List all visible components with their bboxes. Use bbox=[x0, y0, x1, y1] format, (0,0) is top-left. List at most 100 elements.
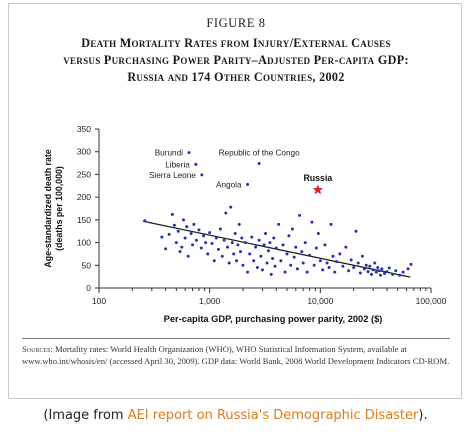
data-point bbox=[268, 241, 271, 244]
data-point bbox=[254, 246, 257, 249]
data-point bbox=[259, 255, 262, 258]
data-point bbox=[271, 257, 274, 260]
data-point bbox=[378, 269, 381, 272]
data-point bbox=[300, 250, 303, 253]
x-tick-label: 100,000 bbox=[416, 296, 447, 306]
labeled-data-point bbox=[246, 183, 249, 186]
labeled-data-point bbox=[200, 173, 203, 176]
data-point bbox=[234, 232, 237, 235]
data-point bbox=[341, 265, 344, 268]
data-point bbox=[274, 265, 277, 268]
figure-panel: Figure 8 Death Mortality Rates from Inju… bbox=[8, 3, 462, 399]
y-axis-title-line: Age-standardized death rate bbox=[43, 149, 53, 267]
data-point bbox=[326, 262, 329, 265]
data-point bbox=[250, 236, 253, 239]
data-point bbox=[410, 263, 413, 266]
data-point bbox=[217, 248, 220, 251]
data-point bbox=[177, 230, 180, 233]
data-point bbox=[180, 246, 183, 249]
data-point bbox=[256, 266, 259, 269]
data-point bbox=[228, 262, 231, 265]
data-point bbox=[286, 252, 289, 255]
data-point bbox=[304, 241, 307, 244]
data-point bbox=[388, 267, 391, 270]
data-point bbox=[293, 256, 296, 259]
data-point bbox=[215, 237, 218, 240]
labeled-data-point bbox=[194, 163, 197, 166]
data-point bbox=[204, 241, 207, 244]
data-point bbox=[171, 213, 174, 216]
data-point bbox=[372, 268, 375, 271]
data-point bbox=[361, 255, 364, 258]
data-point bbox=[275, 247, 278, 250]
data-point bbox=[179, 250, 182, 253]
y-axis-title: Age-standardized death rate(deaths per 1… bbox=[43, 149, 64, 267]
data-point bbox=[354, 230, 357, 233]
data-point bbox=[352, 266, 355, 269]
data-point bbox=[291, 227, 294, 230]
data-point bbox=[263, 243, 266, 246]
data-point bbox=[357, 262, 360, 265]
data-point bbox=[143, 219, 146, 222]
x-tick-label: 100 bbox=[92, 296, 106, 306]
data-point bbox=[321, 268, 324, 271]
point-label: Liberia bbox=[165, 160, 190, 169]
data-point bbox=[315, 247, 318, 250]
y-tick-label: 0 bbox=[86, 283, 91, 293]
data-point bbox=[359, 272, 362, 275]
caption-link[interactable]: AEI report on Russia's Demographic Disas… bbox=[128, 408, 419, 423]
data-point bbox=[191, 243, 194, 246]
data-point bbox=[235, 259, 238, 262]
data-point bbox=[182, 218, 185, 221]
data-point bbox=[175, 241, 178, 244]
data-point bbox=[190, 232, 193, 235]
x-tick-label: 10,000 bbox=[307, 296, 333, 306]
labeled-data-point bbox=[258, 162, 261, 165]
y-tick-label: 50 bbox=[82, 260, 92, 270]
data-point bbox=[231, 241, 234, 244]
data-point bbox=[229, 206, 232, 209]
sources-text: Mortality rates: World Health Organizati… bbox=[22, 344, 449, 366]
data-point bbox=[363, 267, 366, 270]
data-point bbox=[317, 232, 320, 235]
data-point bbox=[313, 264, 316, 267]
data-point bbox=[239, 250, 242, 253]
sources-divider bbox=[22, 338, 450, 339]
data-point bbox=[208, 231, 211, 234]
labeled-data-point bbox=[187, 151, 190, 154]
data-point bbox=[206, 252, 209, 255]
x-tick-label: 1,000 bbox=[199, 296, 221, 306]
data-point bbox=[365, 264, 368, 267]
data-point bbox=[284, 271, 287, 274]
data-point bbox=[323, 243, 326, 246]
data-point bbox=[335, 260, 338, 263]
data-point bbox=[298, 214, 301, 217]
data-point bbox=[195, 239, 198, 242]
x-axis-title: Per-capita GDP, purchasing power parity,… bbox=[164, 314, 383, 324]
data-point bbox=[272, 237, 275, 240]
data-point bbox=[213, 259, 216, 262]
data-point bbox=[192, 223, 195, 226]
data-point bbox=[238, 223, 241, 226]
point-label: Sierra Leone bbox=[149, 171, 196, 180]
sources-note: Sources: Mortality rates: World Health O… bbox=[22, 344, 452, 367]
y-tick-label: 300 bbox=[77, 147, 91, 157]
russia-star-marker bbox=[313, 184, 323, 194]
data-point bbox=[398, 274, 401, 277]
data-point bbox=[330, 223, 333, 226]
point-label: Burundi bbox=[155, 149, 183, 158]
data-point bbox=[347, 269, 350, 272]
y-axis-title-line: (deaths per 100,000) bbox=[54, 166, 64, 251]
data-point bbox=[394, 269, 397, 272]
y-tick-label: 250 bbox=[77, 169, 91, 179]
data-point bbox=[197, 228, 200, 231]
data-point bbox=[331, 255, 334, 258]
data-point bbox=[367, 270, 370, 273]
data-point bbox=[373, 262, 376, 265]
image-caption: (Image from AEI report on Russia's Demog… bbox=[0, 408, 471, 423]
data-point bbox=[221, 255, 224, 258]
data-point bbox=[368, 265, 371, 268]
data-point bbox=[282, 243, 285, 246]
data-point bbox=[267, 249, 270, 252]
data-point bbox=[310, 221, 313, 224]
